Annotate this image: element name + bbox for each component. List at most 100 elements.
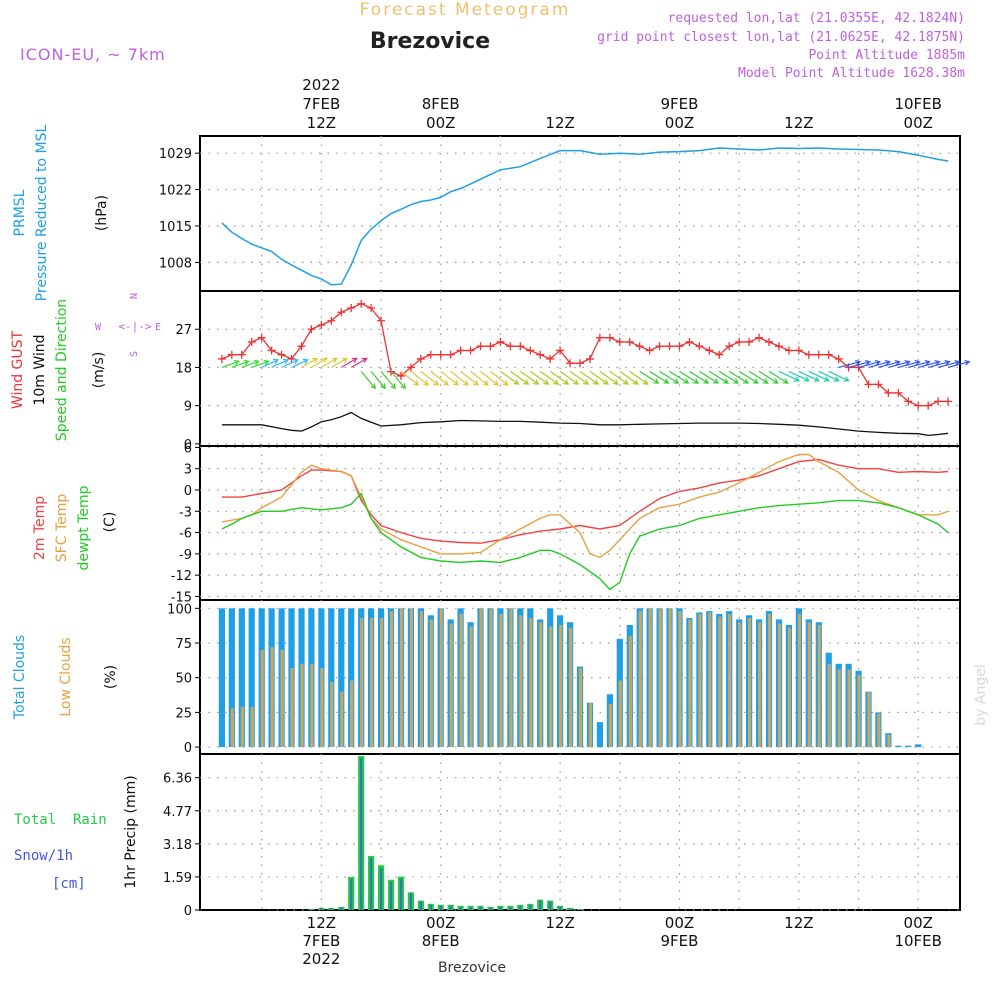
low-cloud-bar xyxy=(628,636,632,748)
y-tick-label: 0 xyxy=(184,438,192,453)
y-tick-label: 9 xyxy=(184,400,192,415)
gust-marker xyxy=(665,342,674,351)
wind-direction-arrow xyxy=(699,370,720,384)
gust-marker xyxy=(914,401,923,410)
model-altitude: Model Point Altitude 1628.38m xyxy=(738,66,965,81)
low-cloud-bar xyxy=(817,625,821,748)
wind-direction-arrow xyxy=(828,370,850,382)
snow-bar xyxy=(479,906,482,910)
gust-marker xyxy=(585,354,594,363)
low-cloud-bar xyxy=(718,616,722,747)
snow-unit-label: [cm] xyxy=(52,876,86,892)
wind-direction-arrow xyxy=(360,371,377,390)
gust-marker xyxy=(864,380,873,389)
snow-bar xyxy=(549,901,552,910)
low-cloud-bar xyxy=(857,674,861,747)
gust-marker xyxy=(536,350,545,359)
gust-marker xyxy=(645,346,654,355)
panel-frame xyxy=(199,290,961,447)
time-label-bottom: 12Z xyxy=(784,914,813,932)
wind-direction-arrow xyxy=(708,370,730,384)
gust-marker xyxy=(247,337,256,346)
low-cloud-bar xyxy=(539,622,543,748)
low-cloud-bar xyxy=(837,669,841,748)
gust-marker xyxy=(884,388,893,397)
low-cloud-bar xyxy=(340,691,344,748)
gust-marker xyxy=(625,337,634,346)
time-label-bottom: 7FEB xyxy=(302,932,340,950)
wind-direction-arrow xyxy=(480,370,499,386)
y-tick-label: -9 xyxy=(179,548,192,563)
wind-direction-arrow xyxy=(908,360,931,368)
low-cloud-bar xyxy=(449,623,453,748)
low-cloud-bar xyxy=(648,608,652,747)
snow-bar xyxy=(449,905,452,910)
snow-bar xyxy=(489,907,492,910)
time-label-top: 12Z xyxy=(307,114,336,132)
wind-direction-arrow xyxy=(380,371,397,390)
wind-direction-arrow xyxy=(241,359,260,368)
low-cloud-bar xyxy=(777,623,782,748)
time-label-bottom: 2022 xyxy=(302,950,340,968)
wind-direction-arrow xyxy=(599,370,619,385)
gust-marker xyxy=(556,346,565,355)
gust-marker xyxy=(516,342,525,351)
y-tick-label: 3.18 xyxy=(163,838,192,853)
wind-unit: (m/s) xyxy=(91,352,107,389)
y-tick-label: 3 xyxy=(184,463,192,478)
low-cloud-bar xyxy=(519,615,523,748)
gust-marker xyxy=(784,346,793,355)
time-label-bottom: 00Z xyxy=(665,914,694,932)
gust-marker xyxy=(894,388,903,397)
wind-direction-arrow xyxy=(440,370,460,386)
time-label-top: 00Z xyxy=(904,114,933,132)
time-label-top: 10FEB xyxy=(894,95,941,113)
y-tick-label: 1.59 xyxy=(163,871,192,886)
snow-bar xyxy=(409,893,412,910)
wind-direction-arrow xyxy=(370,371,386,390)
gust-marker xyxy=(576,359,584,368)
wind-direction-arrow xyxy=(619,370,639,385)
time-label-top: 2022 xyxy=(302,76,340,94)
gridpoint-coords: grid point closest lon,lat (21.0625E, 42… xyxy=(597,30,965,45)
gust-marker xyxy=(426,350,435,359)
footer-station: Brezovice xyxy=(438,960,506,976)
y-tick-label: 100 xyxy=(167,602,192,617)
wind-direction-arrow xyxy=(539,370,560,385)
gust-marker xyxy=(227,350,236,359)
low-cloud-bar xyxy=(260,649,264,747)
low-cloud-bar xyxy=(608,704,612,748)
time-label-bottom: 8FEB xyxy=(422,932,460,950)
gust-marker xyxy=(237,350,246,359)
app-title: Forecast Meteogram xyxy=(360,0,571,20)
cloud-unit: (%) xyxy=(103,665,119,689)
total-cloud-bar xyxy=(218,608,225,747)
gust-marker xyxy=(436,350,445,359)
wind-direction-arrow xyxy=(291,358,309,368)
low-cloud-bar xyxy=(618,680,622,748)
low-cloud-bar xyxy=(738,622,742,748)
snow-bar xyxy=(529,904,532,910)
time-label-bottom: 12Z xyxy=(307,914,336,932)
wind-direction-arrow xyxy=(519,370,540,385)
gust-marker xyxy=(257,333,266,342)
gust-marker xyxy=(794,346,803,355)
low-cloud-bar xyxy=(389,611,394,748)
low-cloud-bar xyxy=(529,618,533,747)
wind-direction-arrow xyxy=(420,370,440,386)
wind-direction-arrow xyxy=(878,360,901,368)
wind-direction-arrow xyxy=(251,359,270,368)
wind-direction-arrow xyxy=(629,370,649,385)
gust-marker xyxy=(944,397,953,406)
wind-direction-arrow xyxy=(918,360,941,368)
gust-marker xyxy=(367,303,376,312)
plot-layer: 1008101510221029091827-15-12-9-6-3036025… xyxy=(159,76,971,968)
wind-direction-arrow xyxy=(937,360,961,368)
snow-bar xyxy=(419,901,422,910)
sfc-temp-line xyxy=(221,453,949,559)
low-cloud-bar xyxy=(658,608,662,747)
gust-marker xyxy=(605,333,614,342)
wind-direction-arrow xyxy=(331,357,348,368)
wind-direction-arrow xyxy=(301,357,319,368)
low-cloud-bar xyxy=(270,647,274,748)
